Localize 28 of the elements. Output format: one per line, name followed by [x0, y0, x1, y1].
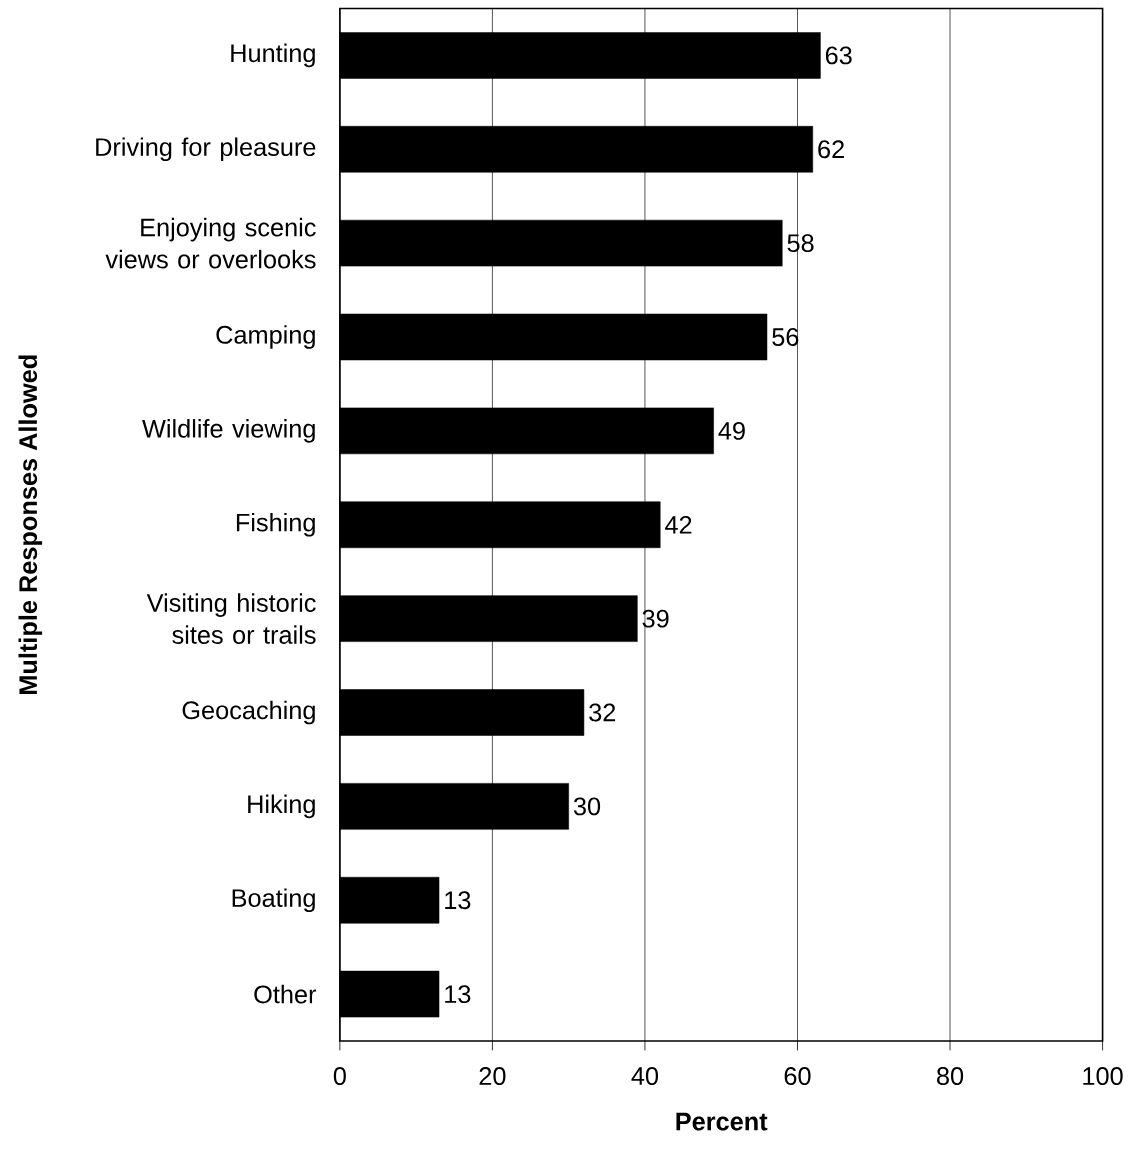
data-label: 30	[573, 797, 601, 816]
y-tick-label: Camping	[216, 325, 315, 349]
y-tick-label: Boating	[232, 888, 315, 913]
data-label: 32	[589, 703, 616, 722]
data-label: 42	[664, 515, 692, 534]
y-tick-label: Fishing	[236, 512, 315, 537]
data-label: 13	[445, 985, 471, 1004]
y-tick-label: Hunting	[231, 43, 315, 68]
data-label: 13	[445, 891, 471, 910]
y-tick-label: Other	[254, 984, 317, 1004]
data-label: 39	[642, 609, 669, 628]
y-tick-label: Wildlife viewing	[142, 419, 315, 443]
y-tick-label: Visiting historic sites or trails	[146, 593, 316, 644]
x-axis-title: Percent	[676, 1112, 768, 1131]
data-label: 49	[718, 421, 745, 440]
y-tick-label: Geocaching	[182, 700, 315, 725]
y-tick-label: Hiking	[248, 794, 315, 819]
y-tick-label: Driving for pleasure	[96, 137, 316, 162]
y-axis-title: Multiple Responses Allowed	[18, 355, 43, 695]
data-label: 62	[818, 140, 844, 159]
x-tick-label: 0	[333, 1067, 346, 1086]
x-tick-label: 80	[936, 1067, 964, 1086]
x-tick-label: 40	[631, 1067, 658, 1086]
data-label: 63	[825, 46, 852, 65]
x-tick-label: 100	[1083, 1067, 1123, 1086]
x-tick-label: 60	[784, 1067, 811, 1086]
y-tick-label: Enjoying scenic views or overlooks	[105, 217, 316, 269]
x-tick-label: 20	[479, 1067, 506, 1086]
